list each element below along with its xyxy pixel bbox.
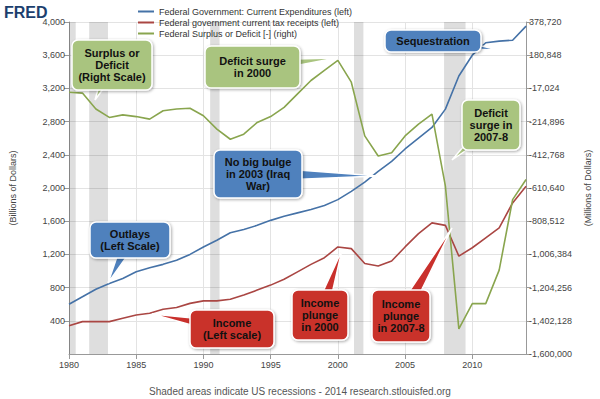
svg-text:in 2007-8: in 2007-8: [377, 322, 424, 334]
svg-text:1985: 1985: [126, 360, 146, 370]
svg-text:War): War): [246, 180, 270, 192]
svg-text:(Left Scale): (Left Scale): [100, 240, 160, 252]
svg-text:Sequestration: Sequestration: [396, 35, 470, 47]
svg-text:Federal Surplus or Deficit [-]: Federal Surplus or Deficit [-] (right): [159, 29, 297, 39]
svg-text:Income: Income: [382, 298, 421, 310]
svg-text:1,600: 1,600: [42, 216, 65, 226]
svg-text:-1,006,384: -1,006,384: [529, 249, 572, 259]
svg-text:-1,600,000: -1,600,000: [529, 349, 572, 359]
svg-text:Outlays: Outlays: [110, 228, 150, 240]
svg-text:2010: 2010: [462, 360, 482, 370]
svg-text:3,600: 3,600: [42, 50, 65, 60]
svg-text:Deficit: Deficit: [474, 107, 508, 119]
svg-text:-412,768: -412,768: [529, 150, 565, 160]
svg-text:1,200: 1,200: [42, 249, 65, 259]
svg-text:Income: Income: [301, 297, 340, 309]
svg-text:Federal government current tax: Federal government current tax receipts …: [159, 18, 339, 28]
svg-text:2005: 2005: [395, 360, 415, 370]
svg-text:2,000: 2,000: [42, 183, 65, 193]
svg-text:1995: 1995: [261, 360, 281, 370]
svg-text:1980: 1980: [59, 360, 79, 370]
svg-text:4,000: 4,000: [42, 17, 65, 27]
svg-text:378,720: 378,720: [529, 17, 562, 27]
svg-text:-17,024: -17,024: [529, 83, 560, 93]
svg-text:-808,512: -808,512: [529, 216, 565, 226]
svg-text:Shaded areas indicate US reces: Shaded areas indicate US recessions - 20…: [149, 386, 451, 397]
svg-text:in 2000: in 2000: [234, 67, 271, 79]
svg-text:2,800: 2,800: [42, 117, 65, 127]
svg-text:-1,204,256: -1,204,256: [529, 283, 572, 293]
svg-text:plunge: plunge: [383, 310, 419, 322]
svg-text:No big bulge: No big bulge: [225, 156, 292, 168]
svg-text:180,848: 180,848: [529, 50, 562, 60]
svg-text:-1,402,128: -1,402,128: [529, 316, 572, 326]
svg-text:in 2003 (Iraq: in 2003 (Iraq: [226, 168, 290, 180]
svg-text:1990: 1990: [193, 360, 213, 370]
svg-text:surge in: surge in: [470, 119, 513, 131]
svg-text:(Right Scale): (Right Scale): [78, 71, 146, 83]
svg-text:800: 800: [50, 283, 65, 293]
svg-text:(Left scale): (Left scale): [203, 329, 261, 341]
svg-text:FRED: FRED: [4, 4, 48, 21]
svg-text:(Billions of Dollars): (Billions of Dollars): [8, 150, 18, 225]
svg-text:in 2000: in 2000: [301, 321, 338, 333]
svg-text:-610,640: -610,640: [529, 183, 565, 193]
svg-text:400: 400: [50, 316, 65, 326]
svg-text:2000: 2000: [328, 360, 348, 370]
svg-text:2007-8: 2007-8: [474, 131, 508, 143]
svg-text:(Millions of Dollars): (Millions of Dollars): [583, 150, 593, 227]
svg-text:-214,896: -214,896: [529, 117, 565, 127]
svg-text:Income: Income: [213, 317, 252, 329]
svg-text:Surplus or: Surplus or: [84, 47, 140, 59]
svg-text:2,400: 2,400: [42, 150, 65, 160]
svg-text:3,200: 3,200: [42, 83, 65, 93]
svg-text:Federal Government: Current Ex: Federal Government: Current Expenditures…: [159, 7, 352, 17]
svg-text:Deficit: Deficit: [95, 59, 129, 71]
svg-text:plunge: plunge: [302, 309, 338, 321]
svg-text:Deficit surge: Deficit surge: [219, 55, 286, 67]
